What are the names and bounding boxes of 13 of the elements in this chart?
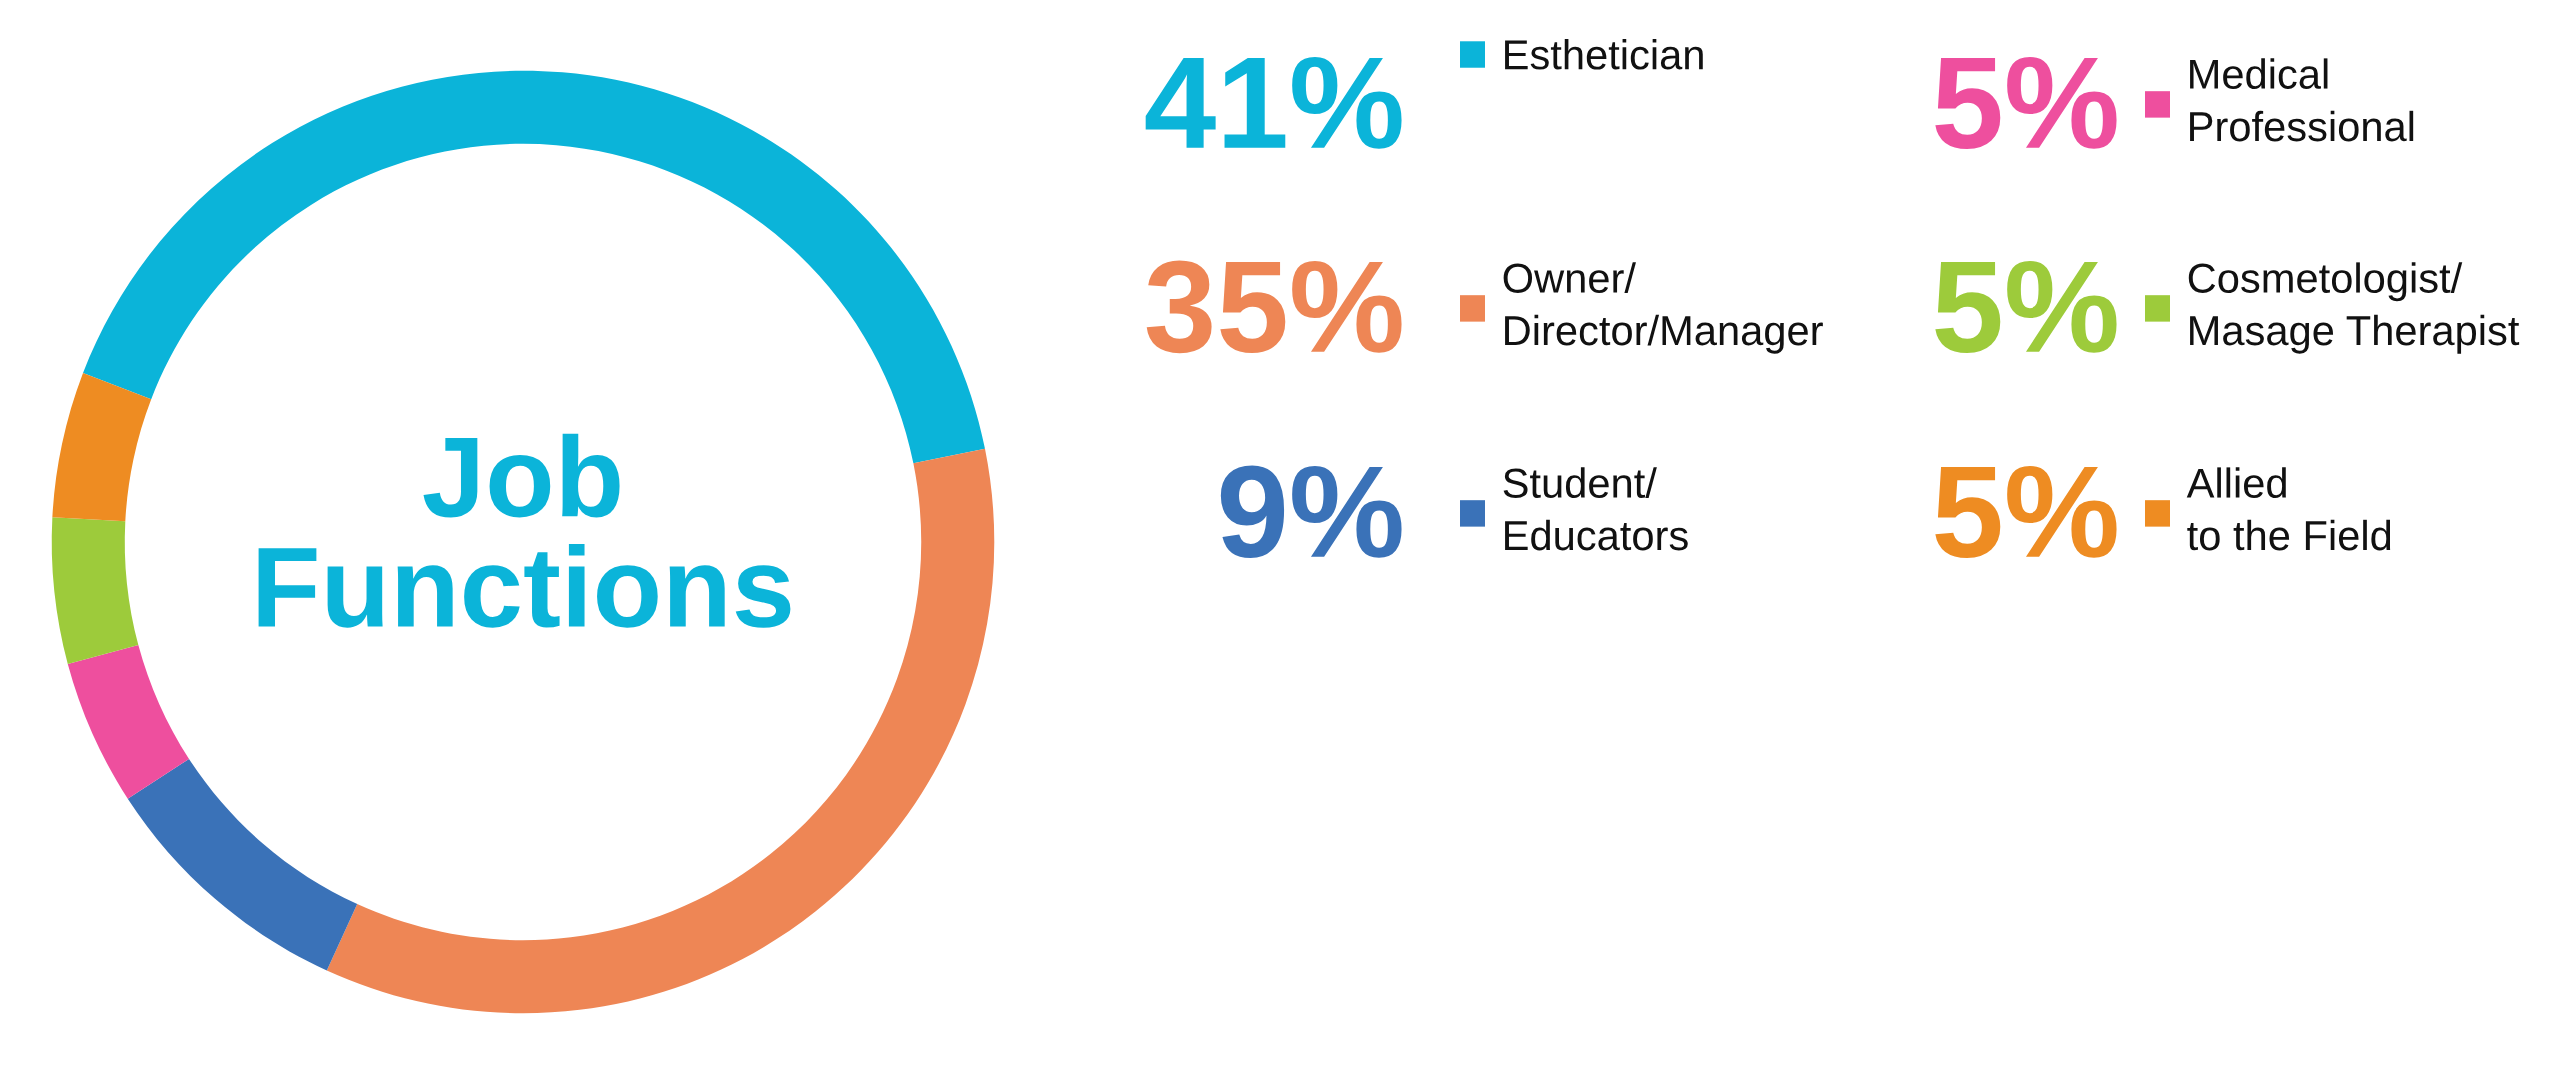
legend-label: Allied to the Field [2186,467,2391,551]
data-label: 5% [1935,260,2117,354]
legend-label: Esthetician [1505,39,1703,70]
text: Job Functions [258,433,791,628]
legend-label: Owner/ Director/Manager [1503,262,1823,354]
data-label: 41% [1145,56,1402,149]
data-label: 35% [1146,260,1402,354]
data-label: 5% [1935,56,2117,150]
legend-label: Cosmetologist/ Masage Therapist [2188,262,2520,354]
data-label: 9% [1220,465,1402,559]
legend-label: Student/ Educators [1503,467,1688,551]
data-label: 5% [1935,465,2117,559]
legend-label: Medical Professional [2190,58,2414,142]
